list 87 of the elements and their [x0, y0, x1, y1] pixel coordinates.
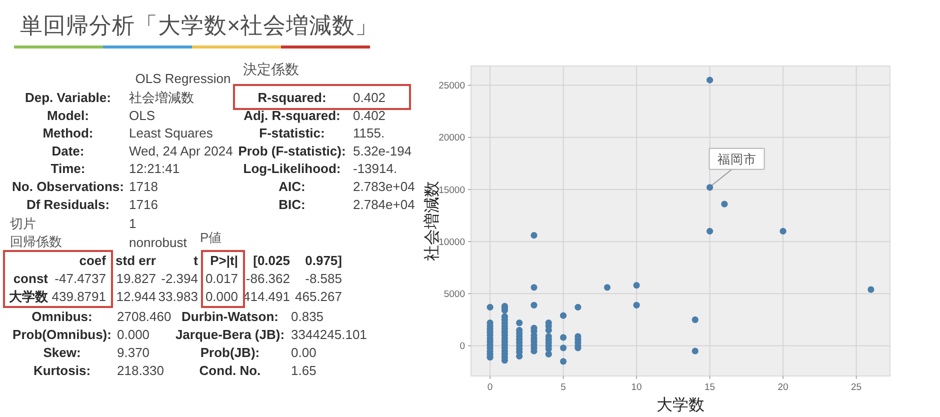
y-tick-label: 15000 [438, 184, 465, 196]
text: Skew: [43, 345, 81, 360]
text: -47.4737 [54, 271, 106, 286]
text: 9.370 [117, 345, 150, 360]
text: 1.65 [291, 363, 316, 378]
x-tick-label: 20 [778, 382, 788, 393]
text: [0.025 [253, 253, 290, 268]
text: Durbin-Watson: [182, 309, 278, 324]
text: Date: [52, 143, 84, 158]
x-tick-label: 25 [851, 382, 862, 393]
text: OLS [129, 108, 156, 123]
y-tick-label: 0 [460, 341, 465, 352]
text: -2.394 [161, 271, 198, 286]
text: 218.330 [117, 363, 164, 378]
text: Least Squares [129, 126, 214, 141]
text: 3344245.101 [291, 327, 367, 342]
text: 1718 [129, 179, 158, 194]
text: Cond. No. [199, 363, 261, 378]
text: BIC: [278, 196, 306, 212]
y-tick-label: 5000 [444, 288, 465, 300]
x-axis-title: 大学数 [656, 396, 704, 414]
text: t [194, 253, 199, 268]
text: Jarque-Bera (JB): [175, 327, 285, 342]
text: 0.835 [291, 309, 324, 324]
text: nonrobust [129, 235, 188, 250]
y-axis-title: 社会増減数 [423, 181, 441, 261]
text: 0.000 [117, 327, 150, 342]
text: 12.944 [116, 289, 156, 304]
text: 1155. [353, 126, 385, 141]
text: Adj. R-squared: [244, 108, 340, 123]
text: 19.827 [116, 271, 156, 286]
text: P値 [200, 230, 222, 245]
text: Model: [47, 108, 89, 123]
text: coef [79, 253, 107, 268]
text: Wed, 24 Apr 2024 [129, 143, 233, 158]
x-tick-label: 0 [487, 382, 493, 393]
text: 1 [129, 216, 136, 231]
text: 0.402 [353, 108, 386, 123]
text: Omnibus: [32, 309, 92, 324]
text: 0.000 [205, 289, 238, 304]
x-tick-label: 5 [560, 382, 566, 393]
text: Prob (F-statistic): [238, 143, 346, 158]
text: Kurtosis: [33, 363, 91, 378]
text: AIC: [278, 179, 306, 194]
text: 決定係数 [243, 61, 299, 77]
x-tick-label: 10 [631, 382, 642, 393]
text: Prob(JB): [200, 345, 260, 360]
text: 33.983 [158, 289, 198, 304]
text: 回帰係数 [10, 234, 62, 249]
text: const [13, 271, 49, 286]
text: 社会増減数 [129, 90, 194, 105]
text: R-squared: [258, 90, 326, 105]
text: P>|t| [210, 253, 238, 268]
text: 2708.460 [117, 309, 172, 324]
text: 5.32e-194 [353, 143, 412, 158]
text: Method: [42, 126, 94, 141]
text: 切片 [10, 216, 36, 231]
text: Log-Likelihood: [243, 161, 341, 176]
text: 2.784e+04 [353, 196, 415, 212]
text: 1716 [129, 196, 158, 212]
y-tick-label: 25000 [438, 80, 465, 92]
text: -13914. [353, 161, 398, 176]
text: 0.00 [291, 345, 316, 360]
text: std err [116, 253, 156, 268]
text: 465.267 [295, 289, 342, 304]
text: 439.8791 [52, 289, 106, 304]
text: 2.783e+04 [353, 179, 415, 194]
text: 単回帰分析「大学数×社会増減数」 [20, 13, 378, 38]
text: 414.491 [243, 289, 290, 304]
text: Df Residuals: [26, 196, 110, 212]
x-tick-label: 15 [704, 382, 716, 393]
text: Time: [50, 161, 86, 176]
text: 12:21:41 [129, 161, 180, 176]
text: -8.585 [305, 271, 342, 286]
y-tick-label: 10000 [438, 236, 465, 248]
text: No. Observations: [12, 179, 124, 194]
text: 0.975] [305, 253, 342, 268]
text: Prob(Omnibus): [12, 327, 112, 342]
text: OLS Regression [135, 71, 231, 86]
text: 0.402 [353, 90, 386, 105]
annotation: 福岡市 [717, 152, 756, 166]
text: F-statistic: [259, 126, 325, 141]
text: -86.362 [246, 271, 290, 286]
text: 大学数 [9, 289, 49, 304]
y-tick-label: 20000 [438, 132, 465, 144]
text: 0.017 [205, 271, 238, 286]
text: Dep. Variable: [25, 90, 111, 105]
